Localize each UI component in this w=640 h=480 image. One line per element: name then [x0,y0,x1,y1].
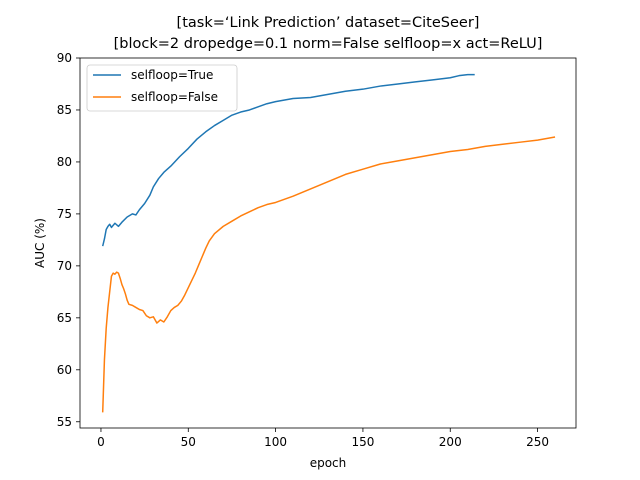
plot-area [80,58,576,428]
y-axis-ticks: 55 60 65 70 75 80 85 90 [57,51,80,429]
y-tick-label: 75 [57,207,72,221]
y-tick-label: 55 [57,415,72,429]
series-line-selfloop-true [101,73,475,247]
y-tick-label: 85 [57,103,72,117]
x-tick-label: 150 [351,435,374,449]
legend-label-selfloop-false: selfloop=False [131,90,218,104]
x-axis-ticks: 0 50 100 150 200 250 [97,428,549,449]
axes-frame [79,57,577,429]
x-tick-label: 100 [264,435,287,449]
legend-box [86,64,238,112]
y-tick-label: 90 [57,51,72,65]
y-tick-label: 80 [57,155,72,169]
x-axis-label: epoch [310,456,347,470]
x-tick-label: 0 [97,435,105,449]
y-tick-label: 60 [57,363,72,377]
x-tick-label: 250 [526,435,549,449]
y-axis-label: AUC (%) [33,218,47,268]
x-tick-label: 50 [181,435,196,449]
y-tick-label: 65 [57,311,72,325]
series-line-selfloop-false [101,136,556,413]
chart-title-line-1: [task=‘Link Prediction’ dataset=CiteSeer… [177,15,480,31]
series-layer [101,73,556,413]
legend: selfloop=True selfloop=False [86,64,238,112]
x-tick-label: 200 [439,435,462,449]
y-tick-label: 70 [57,259,72,273]
legend-label-selfloop-true: selfloop=True [131,68,213,82]
chart-title-line-2: [block=2 dropedge=0.1 norm=False selfloo… [114,36,543,52]
